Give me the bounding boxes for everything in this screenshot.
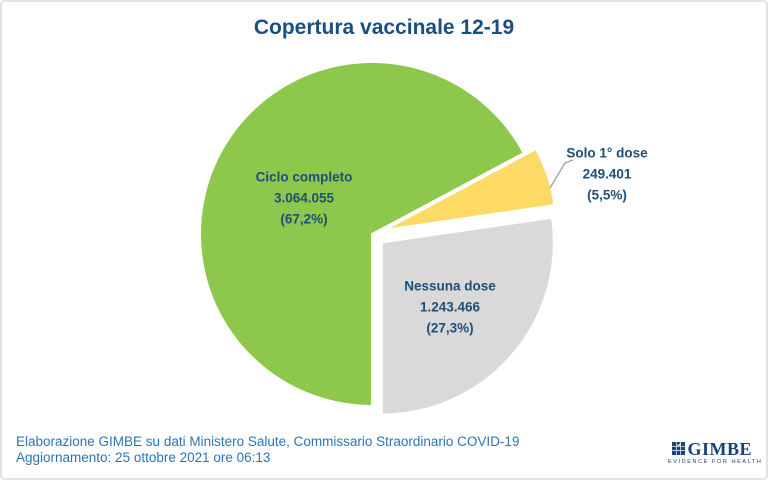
slice-label-name: Ciclo completo [255, 169, 353, 185]
slice-label-value: 3.064.055 [273, 190, 335, 206]
slice-label-name: Solo 1° dose [566, 145, 648, 161]
gimbe-logo-row: GIMBE [668, 439, 752, 459]
pie-slice-nessuna-dose [380, 216, 555, 416]
gimbe-tagline: EVIDENCE FOR HEALTH [668, 459, 763, 465]
update-line: Aggiornamento: 25 ottobre 2021 ore 06:13 [16, 449, 271, 465]
slice-label-pct: (67,2%) [280, 211, 328, 227]
gimbe-wordmark: GIMBE [687, 439, 752, 459]
gimbe-mosaic-check-icon [672, 442, 686, 455]
pie-slice-ciclo-completo [198, 61, 525, 407]
chart-title: Copertura vaccinale 12-19 [253, 16, 515, 39]
slice-label-value: 249.401 [582, 166, 632, 182]
slice-label-name: Nessuna dose [404, 278, 496, 294]
slice-label-value: 1.243.466 [419, 299, 481, 315]
leader-line-solo-1-dose [549, 159, 574, 189]
source-line: Elaborazione GIMBE su dati Ministero Sal… [16, 434, 520, 449]
slice-label-pct: (5,5%) [587, 187, 627, 203]
gimbe-logo: GIMBE EVIDENCE FOR HEALTH [668, 439, 763, 465]
pie-slice-solo-1-dose [383, 147, 556, 231]
slice-label-ciclo-completo: Ciclo completo 3.064.055 (67,2%) [256, 167, 353, 230]
pie-slices [198, 61, 556, 416]
slice-label-pct: (27,3%) [426, 320, 474, 336]
source-note: Elaborazione GIMBE su dati Ministero Sal… [16, 434, 519, 465]
slice-label-solo-1-dose: Solo 1° dose 249.401 (5,5%) [566, 143, 647, 206]
slice-label-nessuna-dose: Nessuna dose 1.243.466 (27,3%) [404, 276, 496, 339]
